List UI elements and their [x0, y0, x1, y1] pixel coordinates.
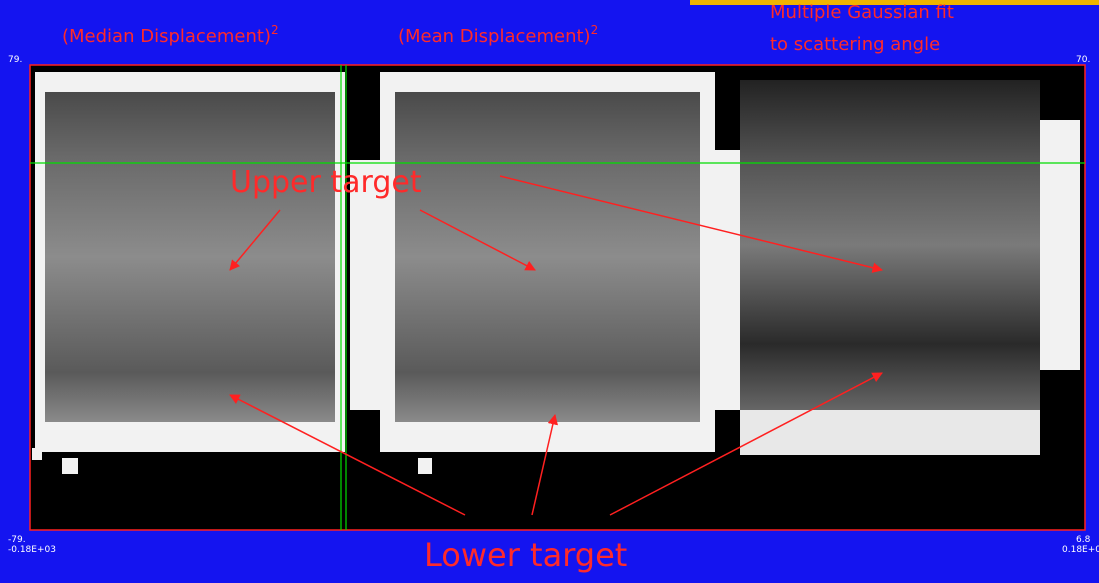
axis-label: 70. — [1076, 55, 1090, 65]
screenshot: (Median Displacement)2 (Mean Displacemen… — [0, 0, 1099, 583]
panel-rim — [700, 150, 740, 410]
pixel — [32, 448, 42, 460]
label-mean: (Mean Displacement)2 — [398, 23, 598, 47]
axis-label: -0.18E+03 — [8, 545, 56, 555]
label-text: (Median Displacement) — [62, 26, 271, 47]
axis-label: -79. — [8, 535, 26, 545]
label-gaussian: to scattering angle — [770, 34, 940, 55]
annotation-upper: Upper target — [230, 165, 422, 200]
label-sup: 2 — [271, 23, 279, 37]
axis-label: 0.18E+0 — [1062, 545, 1099, 555]
panel-rim — [1040, 120, 1080, 370]
panel-mean — [395, 92, 700, 422]
label-text: (Mean Displacement) — [398, 26, 591, 47]
panel-gaussian — [740, 80, 1040, 410]
annotation-lower: Lower target — [424, 536, 627, 574]
panel-median — [45, 92, 335, 422]
label-median: (Median Displacement)2 — [62, 23, 279, 47]
label-sup: 2 — [591, 23, 599, 37]
axis-label: 79. — [8, 55, 22, 65]
image-area — [30, 65, 1085, 530]
pixel — [62, 458, 78, 474]
pixel — [418, 458, 432, 474]
axis-label: 6.8 — [1076, 535, 1091, 545]
label-gaussian: Multiple Gaussian fit — [770, 2, 954, 23]
